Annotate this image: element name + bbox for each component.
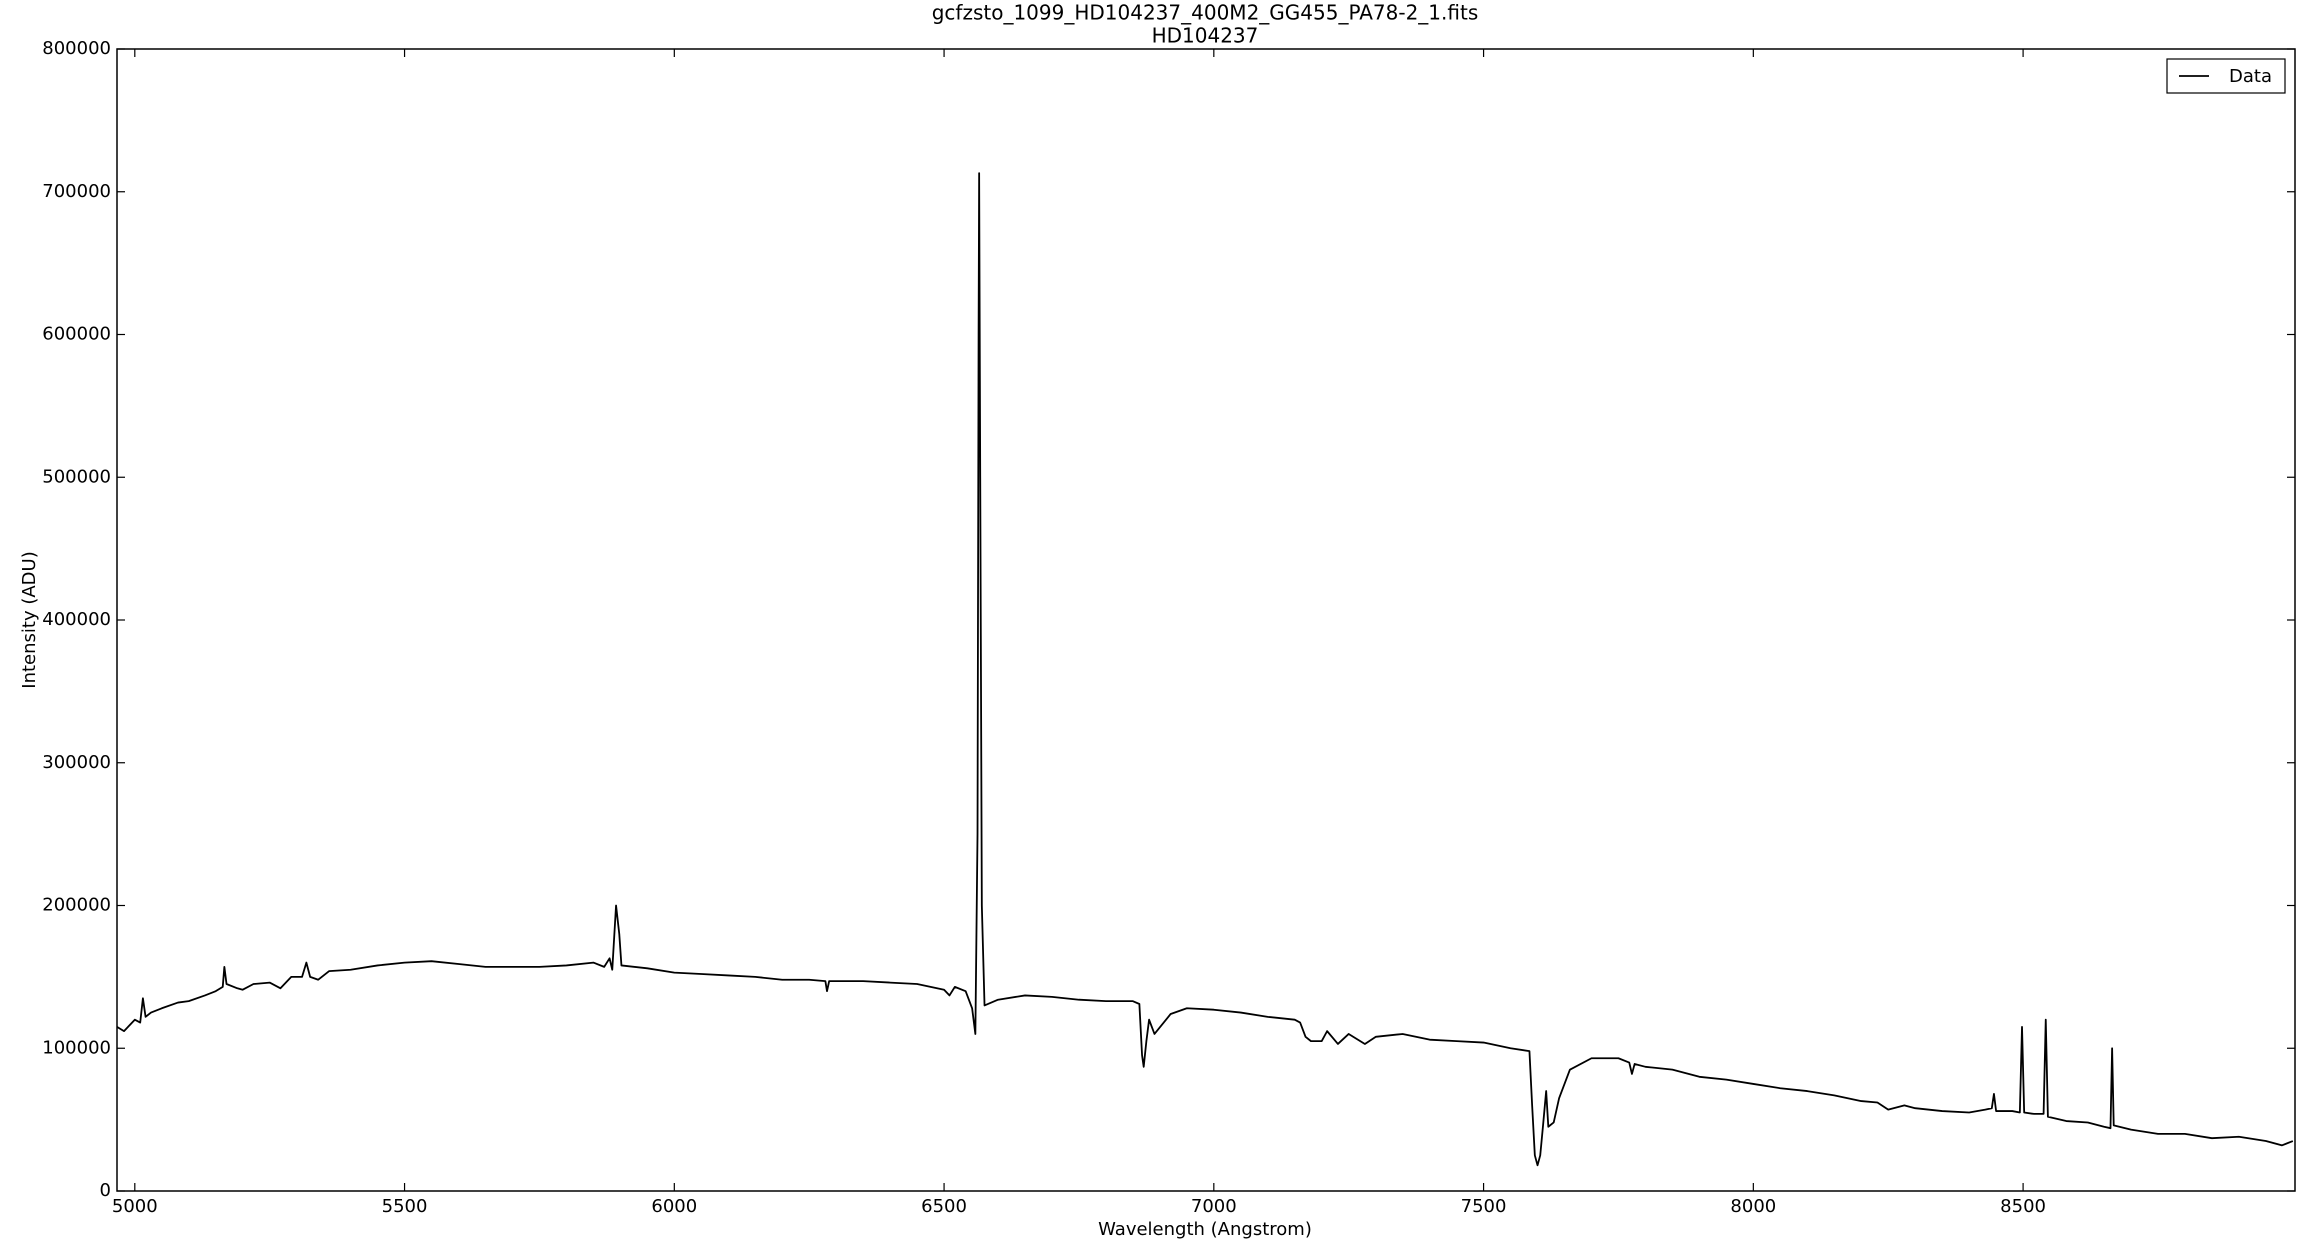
plot-frame: [116, 48, 2296, 1192]
x-tick-label: 7500: [1461, 1196, 1507, 1217]
y-tick-label: 100000: [42, 1037, 111, 1058]
y-tick-label: 300000: [42, 752, 111, 773]
legend-label: Data: [2229, 66, 2272, 87]
chart-title: gcfzsto_1099_HD104237_400M2_GG455_PA78-2…: [932, 1, 1479, 25]
y-tick-label: 500000: [42, 466, 111, 487]
x-tick-label: 5500: [382, 1196, 428, 1217]
y-tick-label: 400000: [42, 609, 111, 630]
y-axis-label: Intensity (ADU): [19, 551, 40, 688]
x-tick-label: 5000: [112, 1196, 158, 1217]
x-tick-label: 6500: [921, 1196, 967, 1217]
y-tick-label: 0: [100, 1180, 111, 1201]
y-tick-label: 600000: [42, 324, 111, 345]
y-tick-label: 200000: [42, 895, 111, 916]
x-tick-label: 7000: [1191, 1196, 1237, 1217]
data-line: [116, 172, 2294, 1167]
chart-subtitle: HD104237: [1152, 24, 1259, 48]
x-tick-label: 8000: [1730, 1196, 1776, 1217]
x-tick-label: 6000: [651, 1196, 697, 1217]
y-tick-label: 700000: [42, 181, 111, 202]
y-tick-label: 800000: [42, 38, 111, 59]
x-axis-label: Wavelength (Angstrom): [1098, 1219, 1312, 1240]
x-tick-label: 8500: [2000, 1196, 2046, 1217]
